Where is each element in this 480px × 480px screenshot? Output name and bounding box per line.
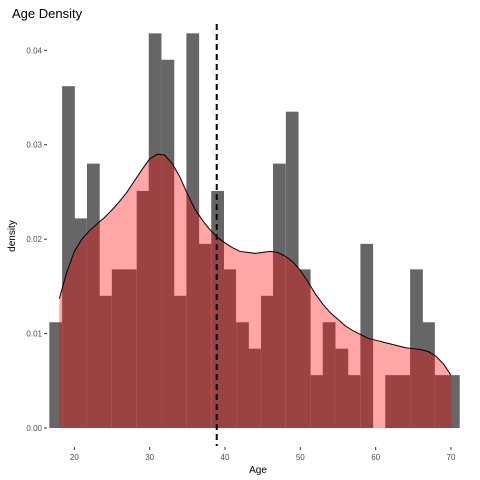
histogram-bar-19 bbox=[285, 111, 299, 428]
histogram-bar-20 bbox=[297, 269, 311, 428]
y-axis: 0.00 0.01 0.02 0.03 0.04 bbox=[26, 46, 47, 433]
histogram-bar-22 bbox=[322, 322, 336, 428]
histogram-bar-0 bbox=[49, 322, 63, 428]
x-tick-label-0: 20 bbox=[70, 453, 79, 462]
y-tick-label-2: 0.02 bbox=[26, 235, 42, 244]
histogram-bars bbox=[49, 33, 460, 429]
density-curve bbox=[58, 153, 452, 376]
x-axis-title: Age bbox=[249, 465, 267, 476]
histogram-bar-28 bbox=[397, 375, 411, 428]
histogram-bar-7 bbox=[136, 191, 150, 428]
y-axis-title: density bbox=[7, 220, 18, 252]
histogram-bar-16 bbox=[248, 348, 261, 428]
histogram-bar-11 bbox=[186, 33, 200, 428]
histogram-bar-27 bbox=[385, 375, 398, 428]
histogram-bar-32 bbox=[447, 375, 460, 428]
x-tick-label-5: 70 bbox=[447, 453, 456, 462]
histogram-bar-12 bbox=[198, 243, 212, 428]
y-tick-label-3: 0.03 bbox=[26, 141, 42, 150]
x-tick-label-1: 30 bbox=[145, 453, 154, 462]
histogram-bar-8 bbox=[148, 33, 162, 428]
histogram-bar-5 bbox=[111, 269, 125, 428]
histogram-bar-15 bbox=[236, 322, 249, 428]
density-layer bbox=[58, 153, 452, 428]
histogram-bar-17 bbox=[260, 295, 274, 428]
histogram-bar-25 bbox=[360, 243, 374, 428]
x-tick-label-4: 60 bbox=[371, 453, 380, 462]
histogram-bar-30 bbox=[422, 322, 435, 428]
histogram-bar-1 bbox=[62, 86, 75, 428]
x-axis: 20 30 40 50 60 70 bbox=[70, 447, 456, 462]
histogram-bar-14 bbox=[223, 269, 237, 428]
histogram-bar-21 bbox=[310, 375, 324, 428]
histogram-bar-23 bbox=[335, 348, 349, 428]
histogram-bar-31 bbox=[434, 375, 448, 428]
histogram-bar-2 bbox=[74, 218, 87, 428]
y-tick-label-0: 0.00 bbox=[26, 424, 42, 433]
x-tick-label-2: 40 bbox=[221, 453, 230, 462]
histogram-bar-10 bbox=[173, 295, 187, 428]
histogram-bar-6 bbox=[123, 269, 137, 428]
density-area bbox=[59, 154, 451, 428]
histogram-bar-18 bbox=[273, 163, 286, 428]
chart-title: Age Density bbox=[12, 6, 83, 21]
x-tick-label-3: 50 bbox=[296, 453, 305, 462]
histogram-bar-24 bbox=[347, 375, 361, 428]
histogram-bar-9 bbox=[161, 59, 175, 429]
y-tick-label-4: 0.04 bbox=[26, 46, 42, 55]
y-tick-label-1: 0.01 bbox=[26, 330, 42, 339]
histogram-bar-4 bbox=[99, 295, 112, 428]
